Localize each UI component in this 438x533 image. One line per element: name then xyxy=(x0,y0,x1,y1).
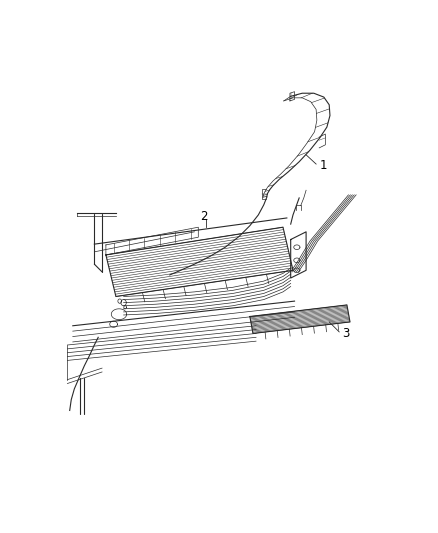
Text: 1: 1 xyxy=(319,159,327,172)
Text: 2: 2 xyxy=(200,210,208,223)
Text: 3: 3 xyxy=(342,327,350,340)
